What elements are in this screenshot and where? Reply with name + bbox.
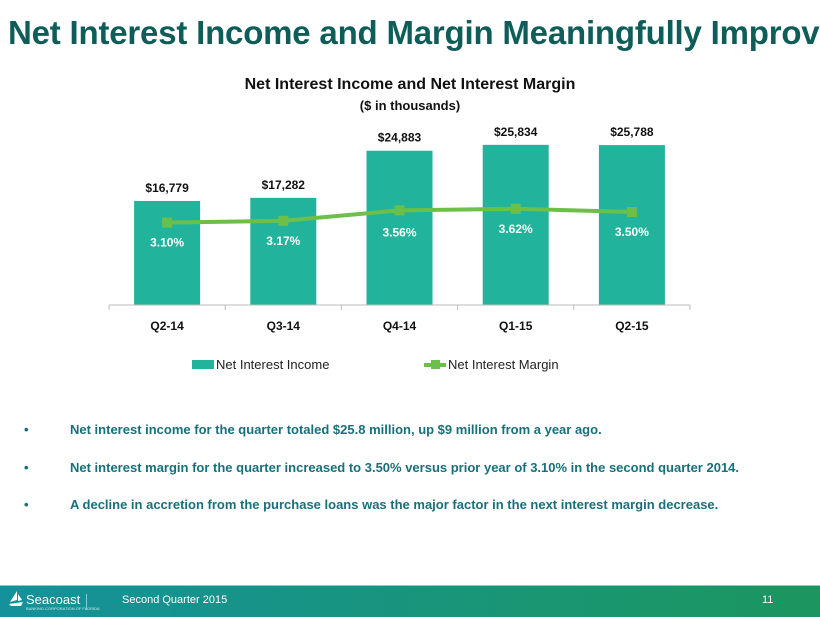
bullet-dot: • — [24, 497, 29, 512]
x-tick-label-Q3-14: Q3-14 — [267, 319, 301, 333]
margin-label-Q4-14: 3.56% — [382, 225, 416, 239]
margin-label-Q2-14: 3.10% — [150, 236, 184, 250]
bar-label-Q1-15: $25,834 — [494, 125, 538, 139]
bullet-item: • Net interest margin for the quarter inc… — [24, 460, 739, 498]
margin-label-Q2-15: 3.50% — [615, 225, 649, 239]
chart-title: Net Interest Income and Net Interest Mar… — [244, 76, 576, 93]
chart-subtitle: ($ in thousands) — [359, 98, 461, 113]
legend-label-margin: Net Interest Margin — [448, 357, 559, 372]
bullet-item: • Net interest income for the quarter tot… — [24, 422, 739, 460]
bar-label-Q3-14: $17,282 — [262, 178, 306, 192]
legend-swatch-bar — [192, 360, 214, 369]
bullet-item: • A decline in accretion from the purchas… — [24, 497, 739, 535]
bar-Q2-14 — [134, 200, 201, 305]
slide-title: Net Interest Income and Margin Meaningfu… — [8, 14, 820, 51]
x-tick-label-Q2-14: Q2-14 — [150, 319, 184, 333]
margin-marker-Q4-14 — [394, 205, 405, 216]
bullet-text: A decline in accretion from the purchase… — [70, 497, 719, 512]
bar-label-Q2-15: $25,788 — [610, 125, 654, 139]
margin-marker-Q1-15 — [510, 203, 521, 214]
margin-marker-Q2-15 — [626, 207, 637, 217]
legend-item-margin: Net Interest Margin — [424, 357, 559, 372]
bullet-dot: • — [24, 459, 29, 475]
footer-divider — [86, 594, 87, 610]
seacoast-logo: Seacoast BANKING CORPORATION OF FLORIDA — [8, 590, 100, 611]
legend-swatch-line — [424, 359, 446, 369]
bar-Q3-14 — [250, 197, 317, 305]
margin-marker-Q2-14 — [162, 217, 173, 228]
bar-label-Q2-14: $16,779 — [145, 181, 189, 195]
x-tick-label-Q2-15: Q2-15 — [615, 319, 649, 333]
bar-Q2-15 — [598, 145, 665, 305]
legend-label-income: Net Interest Income — [216, 357, 330, 372]
margin-label-Q1-15: 3.62% — [499, 222, 533, 236]
margin-marker-Q3-14 — [278, 215, 289, 226]
bar-Q1-15 — [482, 144, 549, 305]
bar-label-Q4-14: $24,883 — [378, 131, 422, 145]
legend-item-income: Net Interest Income — [192, 357, 329, 372]
bullet-dot: • — [24, 422, 29, 437]
x-tick-label-Q4-14: Q4-14 — [383, 319, 417, 333]
page-number: 11 — [762, 594, 774, 606]
bullet-text: Net interest income for the quarter tota… — [70, 422, 602, 437]
bullet-list: • Net interest income for the quarter tot… — [24, 422, 739, 535]
bullet-text: Net interest margin for the quarter incr… — [70, 459, 740, 475]
logo-subtext: BANKING CORPORATION OF FLORIDA — [26, 606, 100, 611]
footer-quarter: Second Quarter 2015 — [122, 594, 228, 606]
combo-chart: $16,779 Q2-14 $17,282 Q3-14 $24,883 Q4-14 $25,… — [108, 125, 691, 333]
bar-Q4-14 — [366, 150, 433, 305]
margin-label-Q3-14: 3.17% — [266, 234, 300, 248]
footer-bar: Seacoast BANKING CORPORATION OF FLORIDA … — [0, 585, 820, 617]
logo-text: Seacoast — [26, 591, 81, 607]
x-tick-label-Q1-15: Q1-15 — [499, 319, 533, 333]
sail-icon — [9, 591, 23, 606]
